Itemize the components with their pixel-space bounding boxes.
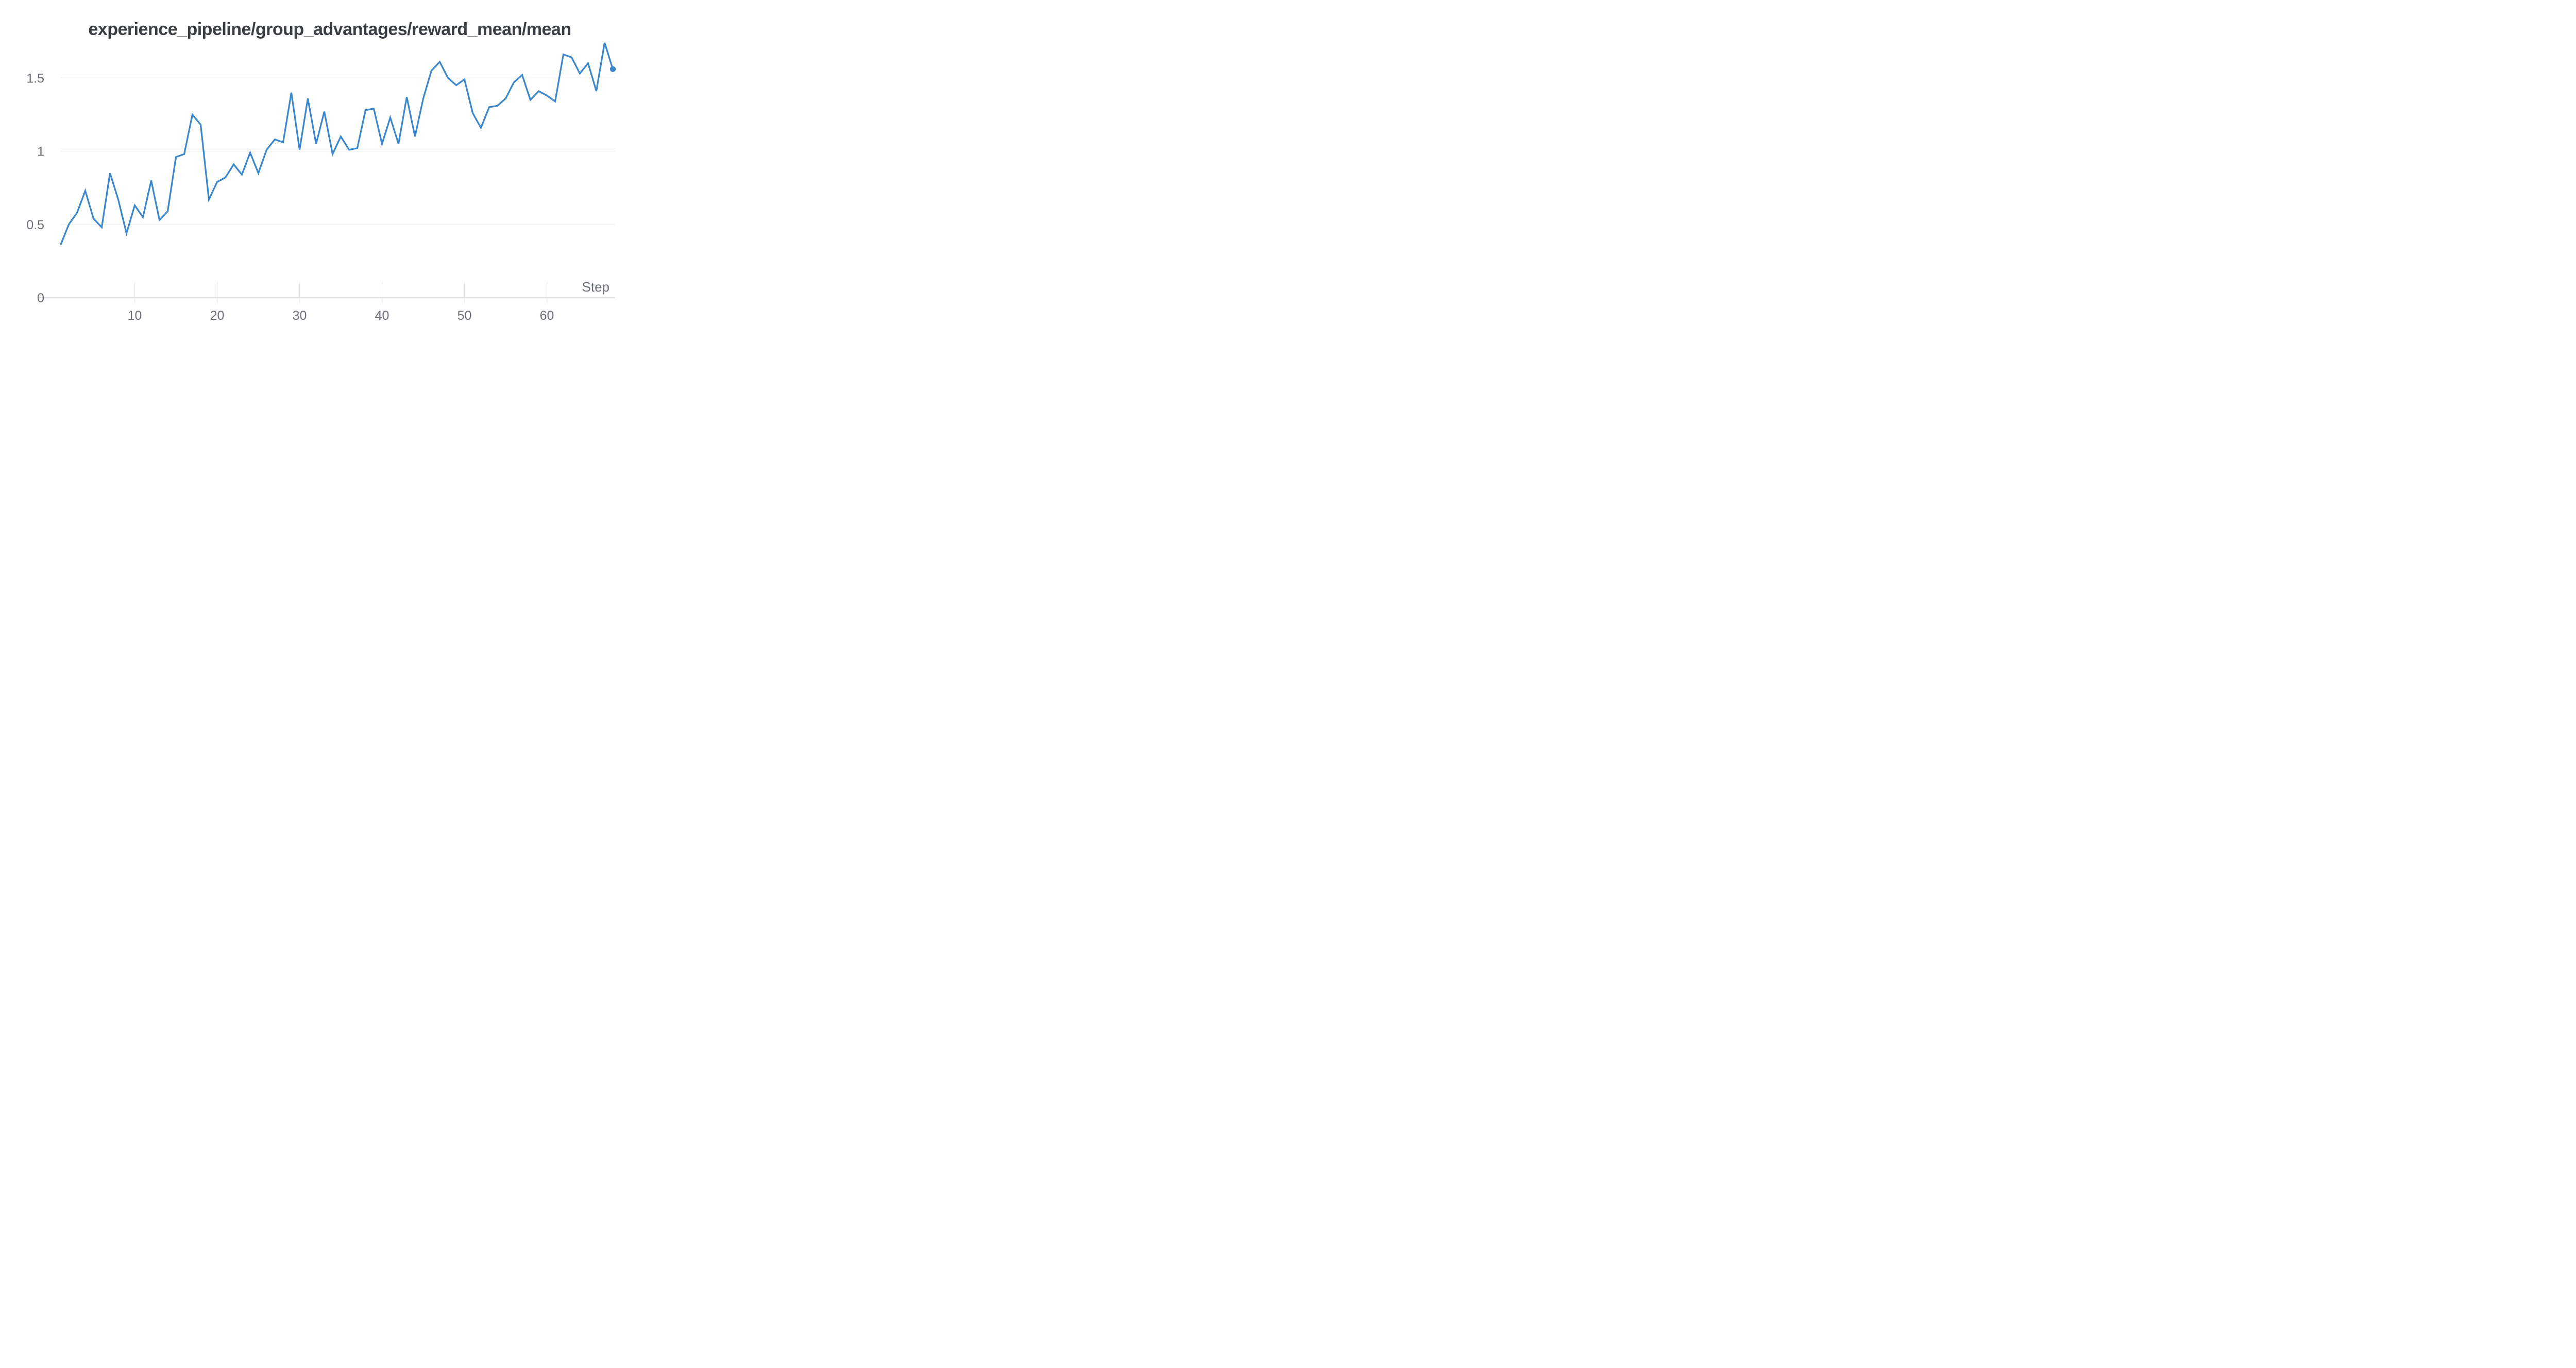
x-tick-label-40: 40 (375, 309, 389, 323)
y-tick-label-0.5: 0.5 (26, 218, 44, 232)
x-tick-label-10: 10 (128, 309, 142, 323)
x-tick-label-30: 30 (293, 309, 307, 323)
x-tick-label-20: 20 (210, 309, 225, 323)
y-tick-label-1: 1 (37, 145, 44, 159)
chart-line[interactable] (60, 42, 614, 246)
chart-panel[interactable]: experience_pipeline/group_advantages/rew… (0, 0, 651, 342)
x-tick-label-50: 50 (457, 309, 472, 323)
chart-title: experience_pipeline/group_advantages/rew… (88, 20, 571, 39)
y-tick-label-1.5: 1.5 (26, 71, 44, 86)
endpoint-dot[interactable] (609, 66, 616, 72)
x-tick-label-60: 60 (540, 309, 554, 323)
x-axis-title: Step (582, 279, 610, 295)
y-tick-label-0: 0 (37, 291, 44, 305)
chart-canvas[interactable]: 10 20 30 40 50 60 0 0.5 1 1.5 Step (0, 0, 651, 342)
